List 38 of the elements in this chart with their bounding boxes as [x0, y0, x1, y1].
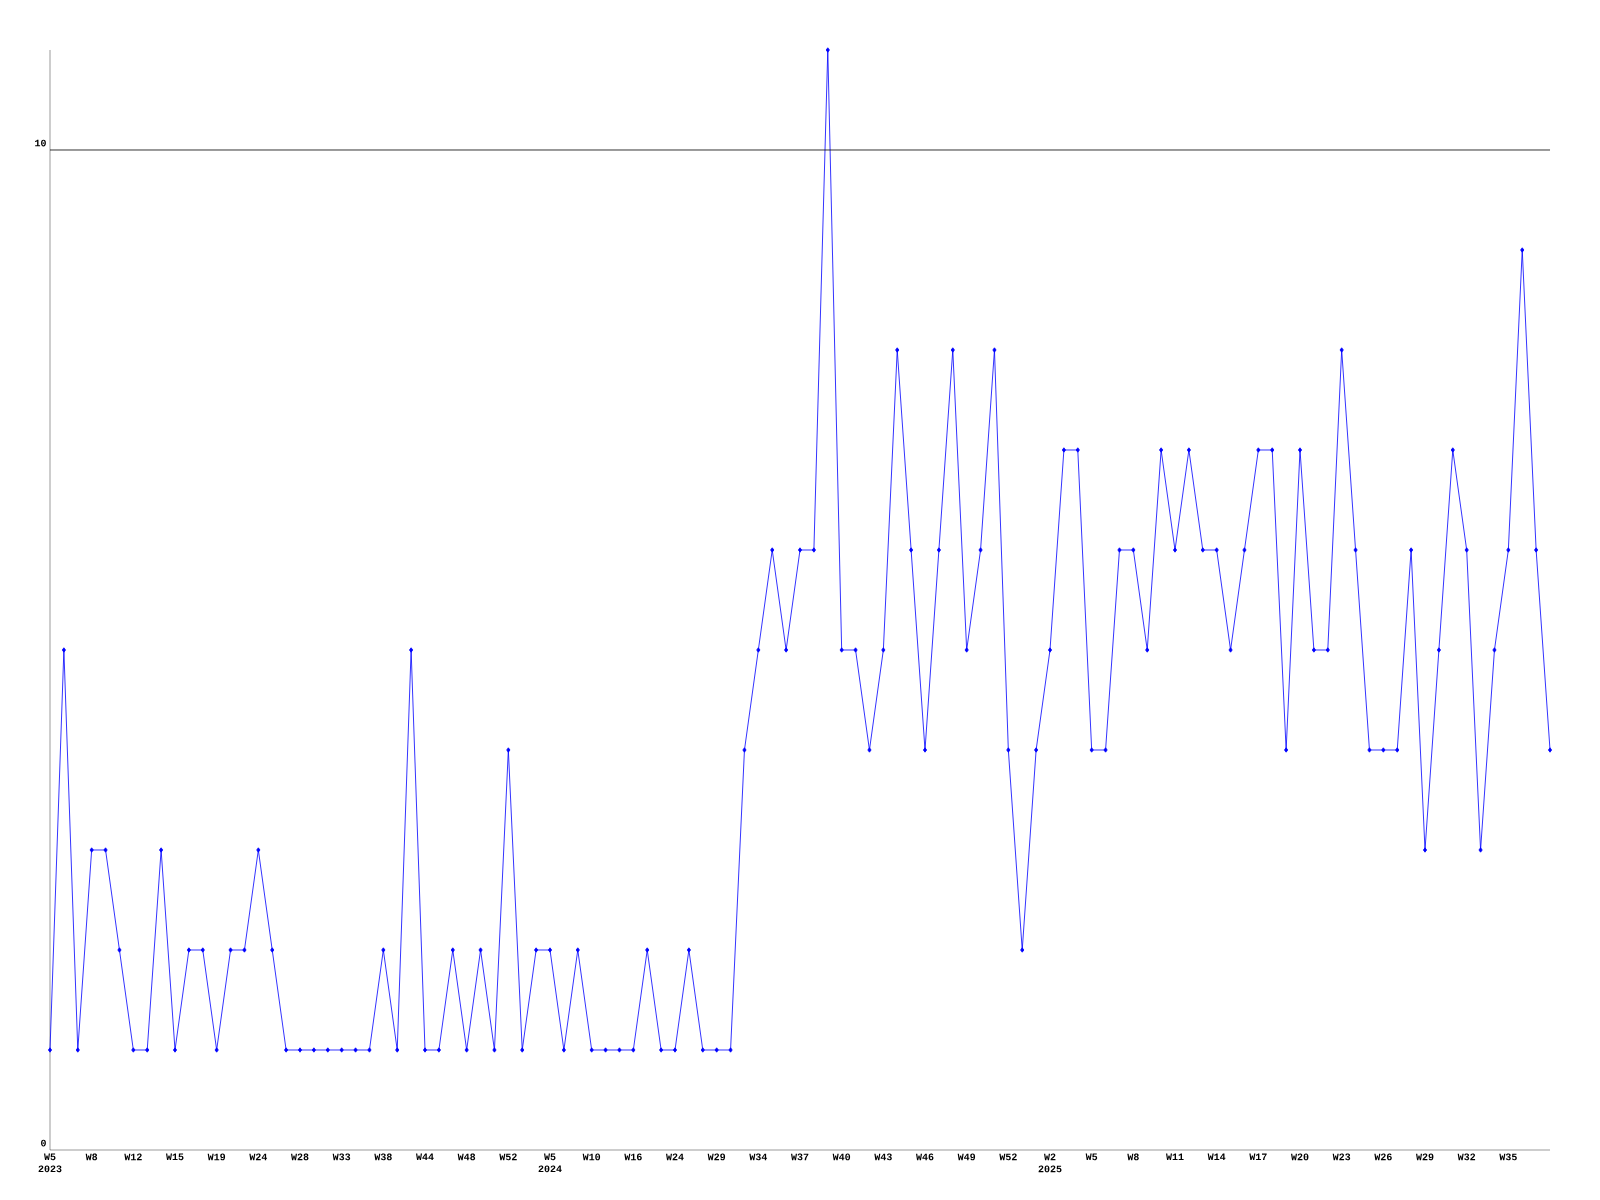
x-tick-label: W19	[207, 1153, 226, 1161]
x-tick-label: W17	[1249, 1153, 1267, 1161]
x-tick-label: W40	[832, 1153, 851, 1161]
x-tick-label: W28	[291, 1153, 309, 1161]
x-tick-label: W24	[249, 1153, 268, 1161]
x-tick-label: W35	[1499, 1153, 1517, 1161]
x-tick-label: W10	[582, 1153, 601, 1161]
x-tick-label: W52	[999, 1153, 1017, 1161]
x-tick-label: W46	[916, 1153, 934, 1161]
x-tick-label: W33	[332, 1153, 351, 1161]
x-tick-label: W16	[624, 1153, 642, 1161]
x-tick-label: W14	[1207, 1153, 1226, 1161]
x-tick-label: W5 2023	[38, 1153, 62, 1173]
x-tick-label: W38	[374, 1153, 392, 1161]
x-tick-label: W5 2024	[538, 1153, 562, 1173]
x-tick-label: W49	[957, 1153, 976, 1161]
x-tick-label: W20	[1291, 1153, 1309, 1161]
x-tick-label: W12	[124, 1153, 142, 1161]
y-tick-label: 10	[35, 139, 46, 147]
y-tick-label: 0	[41, 1139, 46, 1147]
x-tick-label: W32	[1457, 1153, 1476, 1161]
x-tick-label: W11	[1166, 1153, 1184, 1161]
x-tick-label: W37	[791, 1153, 809, 1161]
x-tick-label: W44	[416, 1153, 434, 1161]
x-tick-label: W26	[1374, 1153, 1392, 1161]
x-tick-label: W48	[457, 1153, 476, 1161]
x-tick-label: W5	[1085, 1153, 1098, 1161]
x-tick-label: W2 2025	[1038, 1153, 1062, 1173]
x-tick-label: W23	[1332, 1153, 1351, 1161]
x-tick-label: W52	[499, 1153, 517, 1161]
x-tick-label: W43	[874, 1153, 892, 1161]
x-tick-label: W8	[85, 1153, 98, 1161]
x-tick-label: W8	[1127, 1153, 1139, 1161]
x-tick-label: W15	[166, 1153, 184, 1161]
x-tick-label: W29	[707, 1153, 726, 1161]
x-tick-label: W29	[1416, 1153, 1434, 1161]
x-tick-label: W24	[666, 1153, 684, 1161]
x-tick-label: W34	[749, 1153, 768, 1161]
